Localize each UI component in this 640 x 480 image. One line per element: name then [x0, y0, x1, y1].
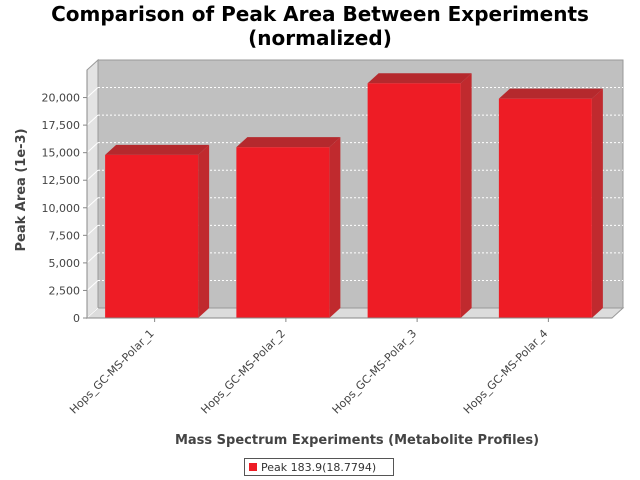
bar-front — [236, 147, 330, 318]
x-tick-label: Hops_GC-MS-Polar_3 — [330, 327, 420, 417]
plot-left-wall — [86, 58, 99, 320]
y-axis: 0 2,500 5,000 7,500 10,000 12,500 15,000 17,500… — [42, 70, 88, 325]
bar-front — [498, 98, 592, 318]
bar-top — [498, 88, 603, 99]
y-tick-label: 20,000 — [42, 92, 81, 105]
bar-4 — [498, 88, 603, 318]
gridline-wall — [86, 169, 99, 181]
x-axis-label: Mass Spectrum Experiments (Metabolite Pr… — [175, 433, 539, 448]
legend-label: Peak 183.9(18.7794) — [261, 460, 377, 474]
gridline-wall — [86, 280, 99, 291]
bar-front — [367, 83, 461, 318]
chart-title: Comparison of Peak Area Between Experime… — [0, 2, 640, 50]
bar-top — [367, 73, 472, 84]
bar-side — [591, 88, 603, 318]
x-axis: Hops_GC-MS-Polar_1 Hops_GC-MS-Polar_2 Hops… — [67, 317, 612, 417]
bar-side — [460, 73, 472, 318]
x-tick-label: Hops_GC-MS-Polar_1 — [67, 327, 157, 417]
gridline-wall — [86, 197, 99, 209]
bar-1 — [105, 144, 210, 318]
chart-title-line-2: (normalized) — [248, 26, 392, 50]
y-tick-label: 15,000 — [42, 147, 81, 160]
bar-top — [236, 137, 341, 148]
x-tick-label: Hops_GC-MS-Polar_2 — [198, 327, 288, 417]
gridline-wall — [86, 252, 99, 264]
bars — [105, 73, 603, 318]
gridline-wall — [86, 87, 99, 98]
bar-3 — [367, 73, 472, 318]
legend: Peak 183.9(18.7794) — [244, 458, 394, 476]
gridline-wall — [86, 114, 99, 126]
legend-swatch — [249, 463, 257, 471]
y-tick-label: 17,500 — [42, 119, 81, 132]
y-tick-label: 7,500 — [49, 229, 81, 242]
bar-2 — [236, 137, 341, 318]
gridline-wall — [86, 142, 99, 154]
gridline-wall — [86, 224, 99, 236]
y-tick-label: 0 — [73, 312, 80, 325]
chart-title-line-1: Comparison of Peak Area Between Experime… — [51, 2, 589, 26]
y-tick-label: 10,000 — [42, 202, 81, 215]
y-tick-label: 5,000 — [49, 257, 81, 270]
x-tick-label: Hops_GC-MS-Polar_4 — [461, 327, 551, 417]
y-axis-label: Peak Area (1e-3) — [14, 128, 29, 251]
bar-front — [105, 154, 199, 318]
bar-top — [105, 144, 210, 155]
y-tick-label: 12,500 — [42, 174, 81, 187]
gridline-wall — [86, 307, 99, 319]
y-tick-label: 2,500 — [49, 284, 81, 297]
bar-side — [198, 144, 210, 318]
bar-side — [329, 137, 341, 318]
